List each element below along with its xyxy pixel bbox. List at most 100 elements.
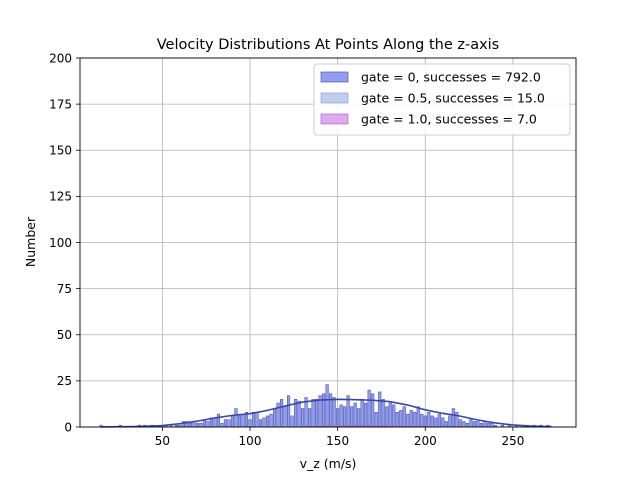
histogram-bar (476, 421, 480, 428)
y-axis-ticks: 0 25 50 75 100 125 150 175 200 (49, 51, 80, 434)
x-tick-label: 250 (501, 434, 524, 448)
histogram-bar (251, 411, 256, 428)
histogram-bar (287, 395, 291, 428)
histogram-bar (308, 408, 312, 428)
legend-swatch (320, 113, 349, 125)
histogram-bar (392, 404, 396, 428)
legend-box (313, 63, 571, 136)
histogram-bar (258, 419, 263, 428)
histogram-bar (437, 413, 441, 428)
x-axis-ticks: 50 100 150 200 250 (155, 427, 524, 448)
histogram-bar (395, 411, 399, 428)
histogram-bar (230, 415, 235, 428)
histogram-bar (269, 413, 273, 428)
histogram-bar (360, 399, 364, 428)
histogram-bar (367, 389, 371, 428)
histogram-bar (371, 393, 375, 428)
histogram-bar (469, 419, 473, 428)
histogram-bar (241, 413, 245, 428)
histogram-bar (336, 408, 340, 428)
histogram-bar (423, 415, 427, 428)
y-tick-label: 175 (49, 97, 72, 111)
histogram-bar (248, 419, 252, 428)
histogram-bar (455, 411, 459, 428)
histogram-bar (353, 402, 357, 428)
histogram-bar (283, 406, 287, 428)
histogram-bar (434, 417, 438, 428)
chart-title: Velocity Distributions At Points Along t… (157, 37, 500, 53)
y-tick-label: 100 (49, 236, 72, 250)
histogram-bar (420, 413, 424, 428)
histogram-bar (234, 408, 238, 428)
histogram-bar (441, 417, 445, 428)
histogram-bar (279, 399, 284, 428)
legend-label: gate = 0.5, successes = 15.0 (361, 91, 545, 106)
histogram-bar (237, 415, 242, 428)
histogram-bar (213, 417, 217, 428)
legend-label: gate = 1.0, successes = 7.0 (361, 112, 537, 127)
histogram-bar (399, 410, 403, 428)
histogram-bar (206, 421, 210, 428)
histogram-bar (290, 415, 294, 428)
kde-curve-0 (101, 398, 552, 428)
x-tick-label: 100 (239, 434, 262, 448)
x-tick-label: 200 (414, 434, 437, 448)
histogram-bar (416, 406, 420, 428)
x-tick-label: 150 (326, 434, 349, 448)
histogram-bar (388, 402, 392, 428)
histogram-bar (413, 411, 417, 428)
histogram-bar (483, 421, 487, 428)
histogram-bar (188, 423, 192, 428)
histogram-bar (385, 406, 389, 428)
histogram-bar (381, 399, 385, 428)
histogram-bar (322, 393, 326, 428)
histogram-bar (223, 419, 228, 428)
histogram-bar (427, 411, 431, 428)
histogram-bar (378, 391, 382, 428)
histogram-bar (490, 423, 494, 428)
y-tick-label: 75 (57, 282, 72, 296)
histogram-bar (374, 411, 378, 428)
histogram-bar (332, 397, 336, 428)
legend: gate = 0, successes = 792.0 gate = 0.5, s… (313, 63, 571, 136)
x-tick-label: 50 (155, 434, 170, 448)
histogram-bar (272, 408, 277, 428)
histogram-bar (343, 406, 347, 428)
histogram-bar (227, 419, 231, 428)
y-tick-label: 200 (49, 51, 72, 65)
histogram-bar (276, 402, 280, 428)
legend-swatch (320, 71, 349, 83)
histogram-bar (199, 423, 203, 428)
histogram-bar (265, 415, 270, 428)
histogram-bar (329, 393, 333, 428)
histogram-bar (472, 421, 476, 428)
histogram-bar (406, 413, 410, 428)
histogram-bar (357, 408, 361, 428)
histogram-bar (195, 423, 199, 428)
histogram-bar (220, 423, 224, 428)
y-tick-label: 50 (57, 328, 72, 342)
histogram-bar (339, 404, 343, 428)
y-tick-label: 150 (49, 144, 72, 158)
histogram-bar (262, 417, 266, 428)
histogram-bar (402, 406, 406, 428)
histogram-bar (462, 421, 466, 428)
histogram-bar (409, 410, 413, 428)
histogram-bar (430, 415, 434, 428)
legend-swatch (320, 92, 349, 104)
legend-label: gate = 0, successes = 792.0 (361, 70, 541, 85)
y-tick-label: 125 (49, 190, 72, 204)
histogram-bar (479, 423, 483, 428)
histogram-bar (465, 423, 469, 428)
histogram-bar (448, 415, 452, 428)
x-axis-label: v_z (m/s) (300, 456, 357, 471)
histogram-bar (486, 423, 490, 428)
histogram-bar (325, 384, 329, 428)
histogram-bar (301, 408, 305, 428)
histogram-bar (216, 413, 221, 428)
histogram-bar (255, 411, 259, 428)
histogram-bar (364, 402, 368, 428)
histogram-bar (444, 421, 448, 428)
y-tick-label: 25 (57, 374, 72, 388)
